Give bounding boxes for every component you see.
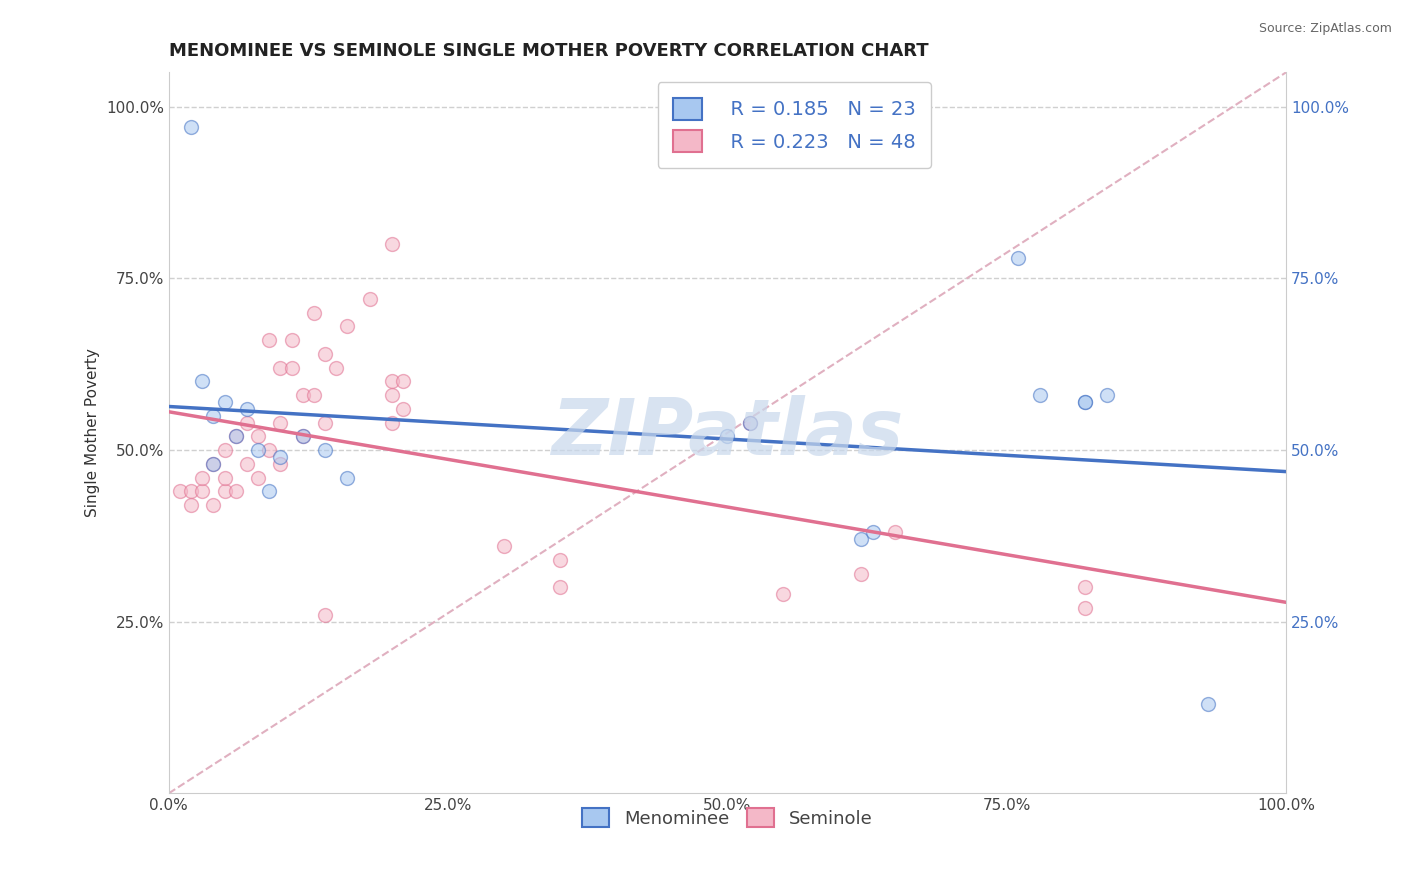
Point bbox=[259, 333, 281, 347]
Point bbox=[225, 429, 247, 443]
Point bbox=[225, 484, 247, 499]
Point bbox=[302, 306, 325, 320]
Point bbox=[1074, 395, 1097, 409]
Point bbox=[359, 292, 381, 306]
Point bbox=[381, 237, 404, 252]
Point bbox=[191, 484, 214, 499]
Point bbox=[1095, 388, 1118, 402]
Point bbox=[392, 375, 415, 389]
Point bbox=[381, 388, 404, 402]
Point bbox=[291, 429, 314, 443]
Point bbox=[202, 409, 225, 423]
Point bbox=[202, 457, 225, 471]
Point bbox=[314, 347, 336, 361]
Point bbox=[180, 484, 202, 499]
Point bbox=[214, 443, 236, 458]
Point bbox=[180, 120, 202, 135]
Point bbox=[247, 429, 270, 443]
Point bbox=[1029, 388, 1052, 402]
Point bbox=[336, 470, 359, 484]
Point bbox=[169, 484, 191, 499]
Point bbox=[862, 525, 884, 540]
Point bbox=[1074, 580, 1097, 594]
Point bbox=[1074, 601, 1097, 615]
Point bbox=[259, 443, 281, 458]
Point bbox=[738, 416, 761, 430]
Point bbox=[884, 525, 907, 540]
Point bbox=[236, 401, 259, 416]
Point bbox=[1197, 697, 1219, 711]
Point bbox=[1074, 395, 1097, 409]
Point bbox=[225, 429, 247, 443]
Point bbox=[247, 470, 270, 484]
Point bbox=[291, 388, 314, 402]
Point bbox=[247, 443, 270, 458]
Point bbox=[738, 416, 761, 430]
Point bbox=[851, 533, 873, 547]
Point bbox=[314, 416, 336, 430]
Point bbox=[314, 607, 336, 622]
Point bbox=[191, 375, 214, 389]
Text: Source: ZipAtlas.com: Source: ZipAtlas.com bbox=[1258, 22, 1392, 36]
Point bbox=[269, 450, 291, 464]
Point bbox=[269, 360, 291, 375]
Point bbox=[280, 360, 302, 375]
Legend: Menominee, Seminole: Menominee, Seminole bbox=[575, 801, 880, 835]
Point bbox=[214, 470, 236, 484]
Point bbox=[291, 429, 314, 443]
Point bbox=[336, 319, 359, 334]
Point bbox=[280, 333, 302, 347]
Point bbox=[548, 580, 571, 594]
Point bbox=[236, 457, 259, 471]
Point bbox=[548, 553, 571, 567]
Point bbox=[716, 429, 738, 443]
Text: ZIPatlas: ZIPatlas bbox=[551, 395, 904, 471]
Point bbox=[214, 395, 236, 409]
Point bbox=[259, 484, 281, 499]
Point bbox=[214, 484, 236, 499]
Point bbox=[236, 416, 259, 430]
Point bbox=[381, 375, 404, 389]
Point bbox=[492, 539, 515, 553]
Text: MENOMINEE VS SEMINOLE SINGLE MOTHER POVERTY CORRELATION CHART: MENOMINEE VS SEMINOLE SINGLE MOTHER POVE… bbox=[169, 42, 928, 60]
Point bbox=[325, 360, 347, 375]
Point bbox=[302, 388, 325, 402]
Point bbox=[191, 470, 214, 484]
Point bbox=[269, 457, 291, 471]
Point bbox=[314, 443, 336, 458]
Point bbox=[180, 498, 202, 512]
Point bbox=[269, 416, 291, 430]
Point bbox=[202, 498, 225, 512]
Point bbox=[772, 587, 794, 601]
Y-axis label: Single Mother Poverty: Single Mother Poverty bbox=[86, 349, 100, 517]
Point bbox=[851, 566, 873, 581]
Point bbox=[1007, 251, 1029, 265]
Point bbox=[392, 401, 415, 416]
Point bbox=[202, 457, 225, 471]
Point bbox=[381, 416, 404, 430]
